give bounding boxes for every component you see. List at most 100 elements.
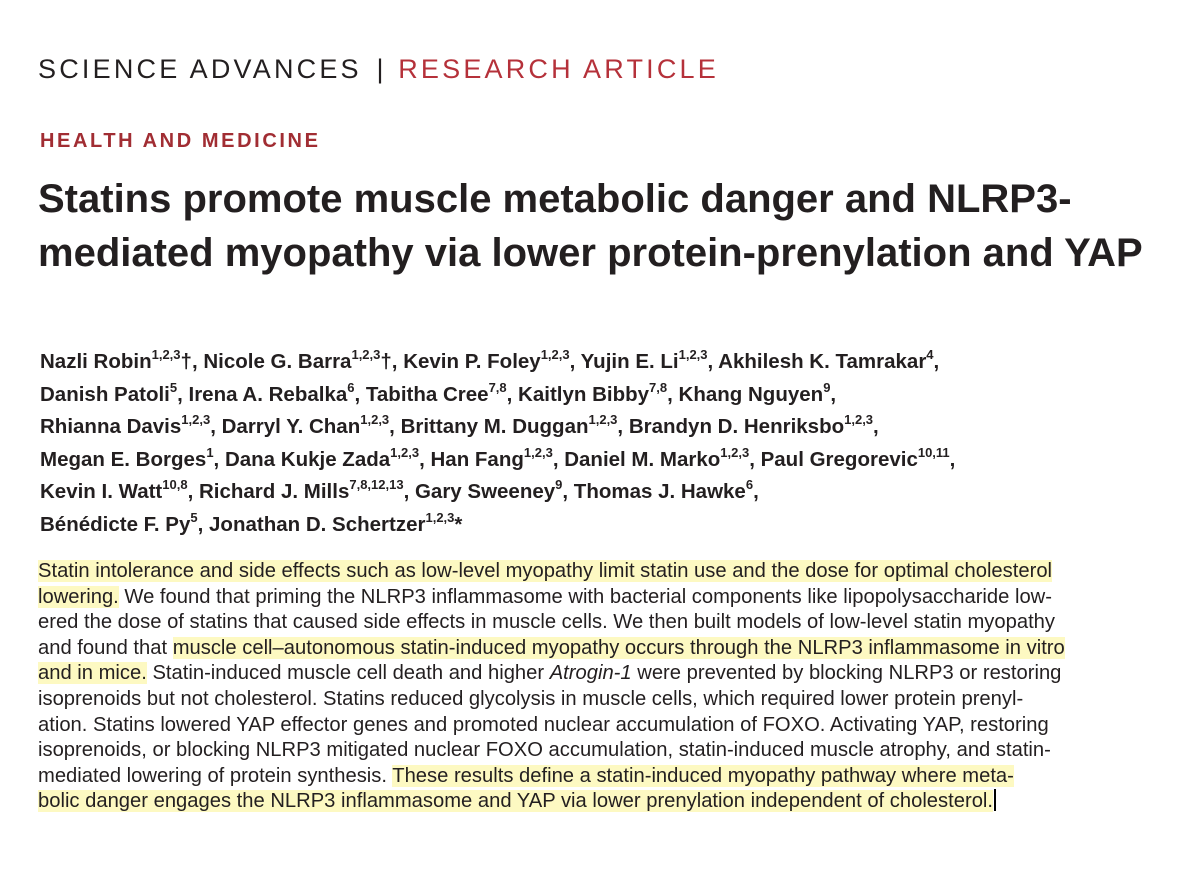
author: Nazli Robin1,2,3†, [40,347,204,373]
author-separator: , [403,480,415,503]
author-line: Bénédicte F. Py5, Jonathan D. Schertzer1… [40,509,1190,542]
abstract[interactable]: Statin intolerance and side effects such… [38,559,1168,815]
author: Kevin I. Watt10,8, [40,477,199,503]
author: Darryl Y. Chan1,2,3, [221,412,401,438]
author: Rhianna Davis1,2,3, [40,412,222,438]
author-name: Bénédicte F. Py [40,512,191,536]
author-separator: , [506,382,519,406]
author-affiliation: 1,2,3 [844,412,874,427]
author: Han Fang1,2,3, [430,444,564,471]
author-name: Daniel M. Marko [564,447,721,471]
author-line: Nazli Robin1,2,3†, Nicole G. Barra1,2,3†… [40,346,1190,379]
author-separator: , [949,447,956,471]
author-separator: , [177,382,189,406]
author-name: Paul Gregorevic [760,447,918,471]
abstract-text: Atrogin-1 [549,662,632,685]
author: Thomas J. Hawke6, [574,477,759,503]
author: Kevin P. Foley1,2,3, [403,347,581,373]
author-affiliation: 9 [823,379,831,395]
author-separator: , [933,350,940,373]
author-name: Irena A. Rebalka [188,382,348,406]
author-name: Danish Patoli [40,382,170,406]
author: Dana Kukje Zada1,2,3, [224,445,431,471]
author-separator: , [391,350,404,373]
abstract-text: were prevented by blocking NLRP3 or rest… [631,662,1062,685]
highlighted-text: and in mice. [38,662,147,685]
abstract-line: mediated lowering of protein synthesis. … [38,764,1168,790]
author-affiliation: 10,11 [917,444,950,460]
highlighted-text: bolic danger engages the NLRP3 inflammas… [38,790,994,813]
author-separator: , [753,480,759,503]
author-affiliation: 1,2,3 [425,509,455,525]
author: Akhilesh K. Tamrakar4, [718,347,940,373]
author-affiliation: 7,8 [488,379,507,395]
author-name: Brittany M. Duggan [400,415,589,438]
section-label: HEALTH AND MEDICINE [40,130,321,152]
author-separator: , [419,447,431,471]
author: Danish Patoli5, [40,380,189,406]
author-separator: , [213,447,225,471]
author-name: Rhianna Davis [40,415,182,438]
author-separator: , [617,415,629,438]
author-affiliation: 6 [745,477,754,492]
article-type: RESEARCH ARTICLE [398,54,719,84]
author-line: Rhianna Davis1,2,3, Darryl Y. Chan1,2,3,… [40,411,1190,444]
author-name: Richard J. Mills [198,480,350,503]
abstract-text: isoprenoids, or blocking NLRP3 mitigated… [38,739,1051,762]
author: Gary Sweeney9, [415,477,574,503]
author-affiliation: 1 [206,444,214,460]
author: Khang Nguyen9, [678,379,837,406]
author-separator: , [210,415,222,438]
author-affiliation: 7,8,12,13 [349,477,404,492]
abstract-line: bolic danger engages the NLRP3 inflammas… [38,789,1168,815]
author-affiliation: 1,2,3 [523,444,553,460]
author: Paul Gregorevic10,11, [760,444,956,471]
author: Bénédicte F. Py5, [40,510,210,536]
author-affiliation: 4 [926,347,934,362]
abstract-text: ered the dose of statins that caused sid… [38,611,1056,634]
author-name: Han Fang [430,447,524,471]
author: Nicole G. Barra1,2,3†, [203,347,404,373]
abstract-line: ation. Statins lowered YAP effector gene… [38,713,1168,739]
author-name: Khang Nguyen [678,382,824,406]
author: Yujin E. Li1,2,3, [581,347,719,373]
abstract-text: and found that [38,636,173,659]
author-separator: , [569,350,581,373]
author-affiliation: 1,2,3 [151,347,181,362]
author-separator: , [197,512,210,536]
author-separator: , [191,350,204,373]
highlighted-text: lowering. [38,585,119,608]
author-name: Tabitha Cree [365,382,489,406]
abstract-text: We found that priming the NLRP3 inflamma… [118,585,1052,608]
author-affiliation: 1,2,3 [540,347,570,362]
author-name: Kevin I. Watt [40,480,163,503]
author-affiliation: 1,2,3 [588,412,618,427]
author-affiliation: 7,8 [649,379,668,395]
author: Megan E. Borges1, [40,444,225,471]
author-name: Nazli Robin [40,350,152,373]
abstract-text: mediated lowering of protein synthesis. [38,764,393,787]
abstract-line: isoprenoids but not cholesterol. Statins… [38,687,1168,713]
author-name: Kaitlyn Bibby [518,382,650,406]
author-affiliation: 6 [347,379,355,395]
author-note-mark: † [380,350,392,373]
abstract-line: and in mice. Statin-induced muscle cell … [38,661,1168,687]
article-title: Statins promote muscle metabolic danger … [38,177,1143,275]
author-separator: , [873,415,879,438]
author-name: Darryl Y. Chan [221,415,361,438]
header-separator: | [376,54,384,84]
author-name: Jonathan D. Schertzer [209,512,426,536]
abstract-line: and found that muscle cell–autonomous st… [38,636,1168,662]
author: Brittany M. Duggan1,2,3, [400,412,629,438]
author-name: Megan E. Borges [40,447,207,471]
author-name: Dana Kukje Zada [224,447,391,471]
author-separator: , [187,480,199,503]
author-affiliation: 10,8 [162,477,188,492]
highlighted-text: Statin intolerance and side effects such… [38,560,1053,582]
journal-header: SCIENCE ADVANCES | RESEARCH ARTICLE [38,52,719,86]
author-line: Danish Patoli5, Irena A. Rebalka6, Tabit… [40,379,1190,412]
author-note-mark: † [180,350,192,373]
abstract-line: Statin intolerance and side effects such… [38,559,1168,585]
author-affiliation: 1,2,3 [360,412,390,427]
author-name: Brandyn D. Henriksbo [628,415,845,438]
